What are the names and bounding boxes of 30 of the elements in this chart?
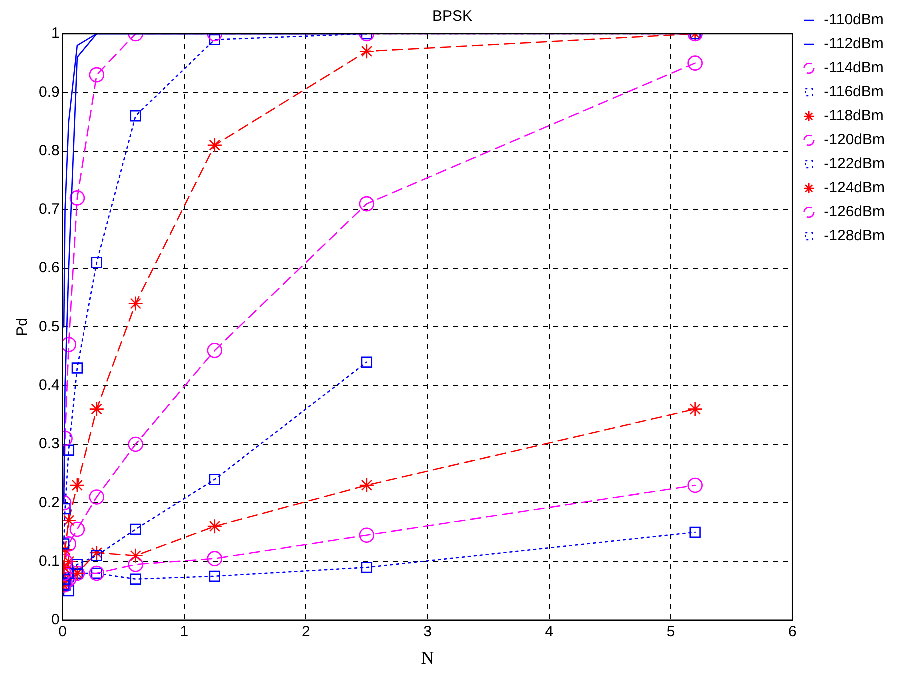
legend-label: -126dBm: [824, 204, 886, 221]
y-tick-label: 0.3: [38, 436, 60, 453]
y-tick-label: 0: [52, 612, 60, 629]
y-tick-label: 1: [52, 25, 60, 42]
x-tick-label: 6: [788, 624, 797, 641]
legend-label: -124dBm: [824, 180, 886, 197]
y-tick-label: 0.4: [38, 376, 60, 394]
legend-label: -120dBm: [824, 132, 886, 149]
x-tick-label: 4: [545, 624, 554, 641]
y-tick-label: 0.2: [38, 494, 60, 512]
x-tick-label: 5: [666, 624, 676, 641]
legend-label: -110dBm: [824, 12, 884, 29]
y-tick-label: 0.6: [38, 260, 60, 277]
y-tick-label: 0.9: [38, 84, 60, 101]
chart-title: BPSK: [432, 8, 473, 26]
y-tick-label: 0.5: [38, 318, 60, 336]
legend-label: -128dBm: [824, 228, 886, 245]
y-tick-label: 0.7: [38, 201, 60, 218]
x-tick-label: 2: [302, 624, 310, 641]
y-tick-label: 0.8: [38, 142, 60, 160]
legend-label: -118dBm: [824, 108, 884, 125]
y-tick-label: 0.1: [38, 552, 60, 570]
legend-label: -114dBm: [824, 60, 884, 77]
x-tick-label: 1: [180, 624, 189, 641]
y-axis-title: Pd: [14, 318, 32, 336]
legend-label: -122dBm: [824, 156, 886, 173]
legend-label: -112dBm: [824, 36, 884, 53]
x-tick-label: 3: [424, 624, 432, 641]
legend-label: -116dBm: [824, 84, 884, 101]
x-axis-title: N: [421, 648, 434, 668]
